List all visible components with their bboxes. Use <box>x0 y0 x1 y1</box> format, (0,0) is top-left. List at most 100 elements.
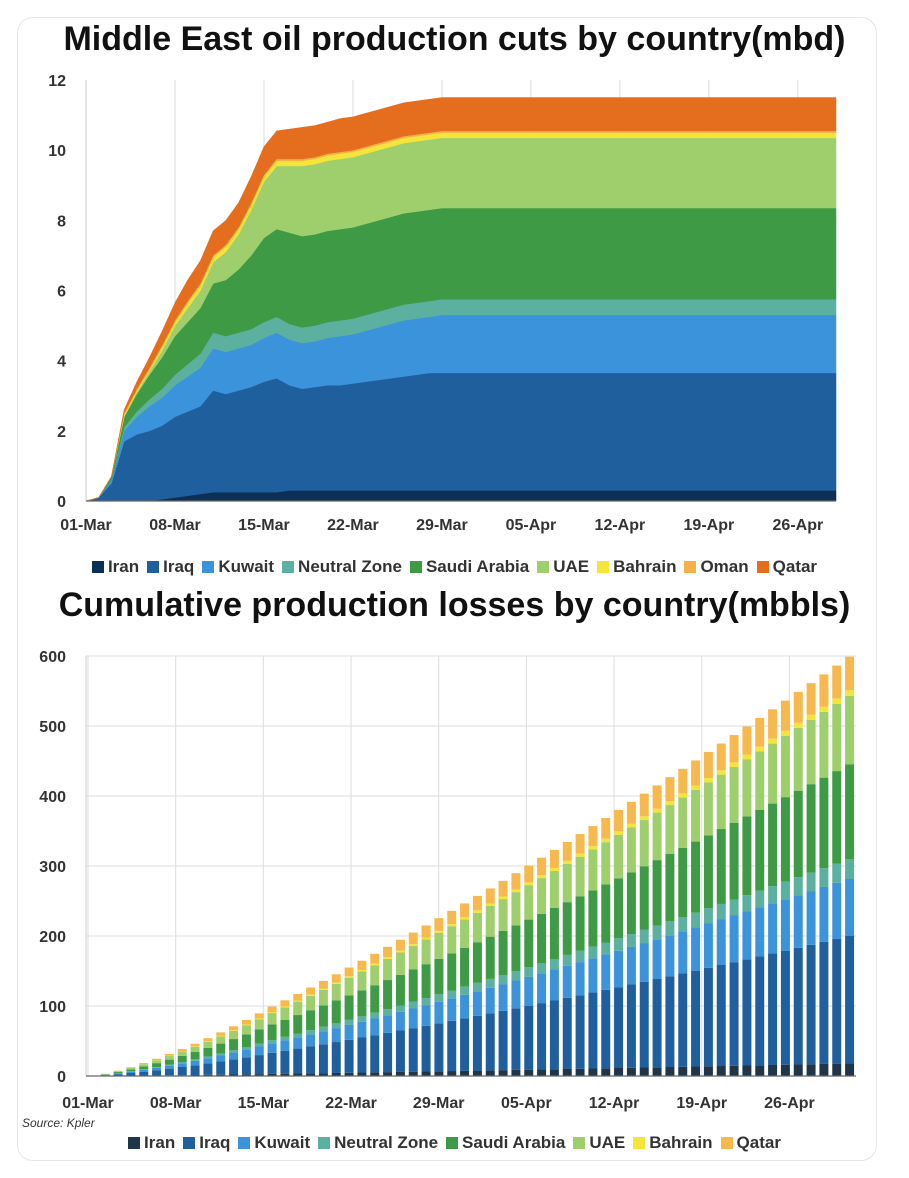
bar-segment-saudi-arabia <box>742 816 752 896</box>
bar-segment-saudi-arabia <box>152 1063 162 1068</box>
y-tick-label: 500 <box>39 719 66 736</box>
bar-segment-kuwait <box>293 1037 303 1049</box>
bar-segment-iran <box>755 1065 765 1076</box>
bar-segment-saudi-arabia <box>549 908 559 959</box>
bar-segment-iraq <box>370 1035 380 1073</box>
legend-item-uae: UAE <box>573 1133 625 1153</box>
bar-segment-iraq <box>832 938 842 1064</box>
bar-segment-iraq <box>203 1063 213 1075</box>
bar-segment-qatar <box>306 987 316 995</box>
bar-segment-neutral-zone <box>678 917 688 932</box>
legend-swatch <box>318 1137 331 1149</box>
bar-segment-qatar <box>678 768 688 794</box>
x-tick-label: 05-Apr <box>501 1095 552 1112</box>
bar-segment-uae <box>395 952 405 975</box>
bar-segment-qatar <box>562 842 572 861</box>
bar-segment-iraq <box>498 1010 508 1071</box>
bar-segment-neutral-zone <box>755 890 765 908</box>
bar-segment-iraq <box>703 967 713 1067</box>
bar-segment-saudi-arabia <box>626 872 636 935</box>
bar-segment-uae <box>254 1019 264 1030</box>
bar-segment-saudi-arabia <box>768 803 778 887</box>
bar-segment-qatar <box>370 953 380 964</box>
bar-segment-saudi-arabia <box>306 1010 316 1031</box>
bar-segment-saudi-arabia <box>126 1069 136 1072</box>
bar-segment-uae <box>524 885 534 920</box>
bar-segment-neutral-zone <box>819 868 829 887</box>
bar-segment-iraq <box>716 965 726 1067</box>
bar-segment-iraq <box>152 1070 162 1076</box>
bar-segment-neutral-zone <box>280 1036 290 1041</box>
bar-segment-iraq <box>306 1046 316 1074</box>
bar-segment-iraq <box>241 1057 251 1075</box>
x-tick-label: 01-Mar <box>62 1095 114 1112</box>
bar-segment-iran <box>780 1064 790 1076</box>
bar-segment-iran <box>498 1070 508 1076</box>
bar-segment-qatar <box>280 1000 290 1007</box>
source-note: Source: Kpler <box>22 1116 95 1130</box>
bar-segment-iraq <box>601 989 611 1069</box>
bar-segment-kuwait <box>408 1008 418 1029</box>
bar-segment-neutral-zone <box>370 1012 380 1019</box>
legend-swatch <box>597 561 610 573</box>
bar-segment-uae <box>152 1060 162 1064</box>
bar-segment-iraq <box>293 1048 303 1074</box>
bar-segment-neutral-zone <box>845 859 855 879</box>
bar-segment-iran <box>447 1071 457 1076</box>
bar-segment-qatar <box>229 1026 239 1031</box>
bar-segment-iran <box>601 1068 611 1076</box>
bar-segment-kuwait <box>357 1021 367 1038</box>
legend-label: Neutral Zone <box>298 557 402 576</box>
bar-segment-neutral-zone <box>498 975 508 985</box>
bar-segment-kuwait <box>524 976 534 1006</box>
chart-1-title: Middle East oil production cuts by count… <box>63 20 846 58</box>
bar-segment-saudi-arabia <box>113 1072 123 1074</box>
bar-segment-iraq <box>460 1018 470 1071</box>
bar-segment-qatar <box>806 683 816 715</box>
bar-segment-uae <box>511 892 521 926</box>
legend-swatch <box>756 561 769 573</box>
bar-segment-uae <box>639 820 649 867</box>
chart-1-legend: Iran Iraq Kuwait Neutral Zone Saudi Arabia UA… <box>0 557 909 577</box>
bar-segment-bahrain <box>755 746 765 752</box>
bar-segment-iraq <box>819 941 829 1064</box>
bar-segment-bahrain <box>383 957 393 959</box>
x-tick-label: 19-Apr <box>676 1095 727 1112</box>
bar-segment-uae <box>742 759 752 817</box>
bar-segment-qatar <box>588 826 598 847</box>
bar-segment-iraq <box>229 1059 239 1075</box>
bar-segment-qatar <box>665 777 675 802</box>
bar-segment-neutral-zone <box>729 899 739 916</box>
y-tick-label: 2 <box>57 424 66 441</box>
bar-segment-uae <box>434 932 444 959</box>
bar-segment-neutral-zone <box>549 958 559 970</box>
bar-segment-bahrain <box>793 722 803 728</box>
bar-segment-kuwait <box>498 984 508 1011</box>
bar-segment-qatar <box>203 1038 213 1042</box>
bar-segment-kuwait <box>229 1052 239 1060</box>
bar-segment-iraq <box>139 1071 149 1076</box>
legend-item-kuwait: Kuwait <box>202 557 274 577</box>
legend-label: Iraq <box>163 557 195 576</box>
bar-segment-neutral-zone <box>626 934 636 947</box>
bar-segment-kuwait <box>395 1011 405 1031</box>
legend-label: Iran <box>144 1133 176 1152</box>
bar-segment-qatar <box>190 1043 200 1047</box>
legend-swatch <box>573 1137 586 1149</box>
bar-segment-qatar <box>498 880 508 897</box>
bar-segment-saudi-arabia <box>357 990 367 1017</box>
bar-segment-kuwait <box>241 1049 251 1058</box>
y-tick-label: 12 <box>48 73 66 90</box>
legend-label: Kuwait <box>218 557 275 576</box>
bar-segment-kuwait <box>665 935 675 977</box>
bar-segment-saudi-arabia <box>216 1043 226 1054</box>
x-tick-label: 15-Mar <box>238 517 290 534</box>
bar-segment-qatar <box>254 1013 264 1019</box>
bar-segment-iran <box>678 1066 688 1076</box>
bar-segment-uae <box>832 703 842 772</box>
bar-segment-neutral-zone <box>832 863 842 883</box>
x-tick-label: 08-Mar <box>150 1095 202 1112</box>
bar-segment-iran <box>832 1063 842 1076</box>
bar-segment-neutral-zone <box>408 1001 418 1009</box>
bar-chart: 0 100 200 300 400 500 600 01-Mar 08-Mar 15-Mar 22-… <box>39 649 856 1112</box>
